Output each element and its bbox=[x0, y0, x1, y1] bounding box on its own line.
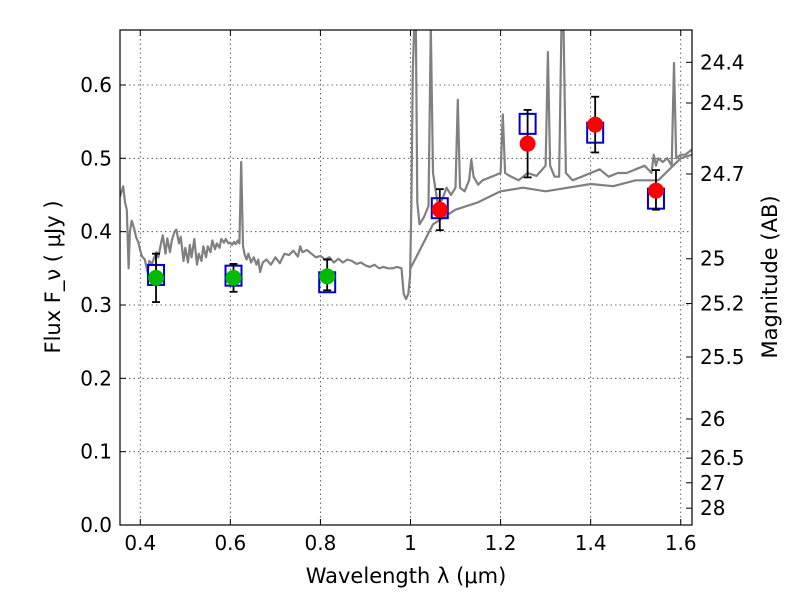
right-tick-label: 24.7 bbox=[700, 162, 745, 186]
observed-point bbox=[519, 135, 536, 152]
y-tick-label: 0.2 bbox=[80, 366, 112, 390]
observed-point bbox=[647, 182, 664, 199]
x-tick-label: 1.6 bbox=[665, 531, 697, 555]
observed-point bbox=[225, 269, 242, 286]
x-tick-label: 1.2 bbox=[485, 531, 517, 555]
right-tick-label: 24.4 bbox=[700, 50, 745, 74]
right-tick-label: 24.5 bbox=[700, 91, 745, 115]
y-tick-label: 0.4 bbox=[80, 220, 112, 244]
observed-point bbox=[431, 201, 448, 218]
observed-point bbox=[587, 116, 604, 133]
x-tick-label: 1 bbox=[404, 531, 417, 555]
x-tick-label: 1.4 bbox=[575, 531, 607, 555]
axes: 0.4 0.6 0.8 1 1.2 1.4 1.6 0.0 0.1 0.2 0.3 0.4 0.5 0.6… bbox=[80, 30, 745, 555]
right-tick-label: 26.5 bbox=[700, 446, 745, 470]
observed-point bbox=[319, 268, 336, 285]
right-tick-label: 27 bbox=[700, 471, 725, 495]
right-tick-label: 25.2 bbox=[700, 292, 745, 316]
x-tick-label: 0.8 bbox=[305, 531, 337, 555]
spectrum-line-1 bbox=[409, 153, 692, 269]
plot-frame bbox=[119, 29, 693, 526]
observed-point bbox=[148, 269, 165, 286]
y-tick-label: 0.3 bbox=[80, 293, 112, 317]
x-tick-label: 0.6 bbox=[214, 531, 246, 555]
y-axis-label: Flux F_ν ( μJy ) bbox=[41, 200, 66, 353]
plot-area bbox=[120, 30, 692, 303]
right-tick-label: 26 bbox=[700, 407, 725, 431]
x-tick-label: 0.4 bbox=[124, 531, 156, 555]
grid-lines bbox=[120, 30, 692, 526]
right-tick-label: 25 bbox=[700, 247, 725, 271]
right-axis-label: Magnitude (AB) bbox=[758, 195, 782, 358]
y-tick-label: 0.6 bbox=[80, 73, 112, 97]
y-tick-label: 0.0 bbox=[80, 513, 112, 537]
right-tick-label: 28 bbox=[700, 496, 725, 520]
y-tick-label: 0.5 bbox=[80, 146, 112, 170]
y-tick-label: 0.1 bbox=[80, 440, 112, 464]
spectrum-line-0 bbox=[120, 30, 692, 301]
right-tick-label: 25.5 bbox=[700, 345, 745, 369]
x-axis-label: Wavelength λ (μm) bbox=[306, 564, 507, 588]
